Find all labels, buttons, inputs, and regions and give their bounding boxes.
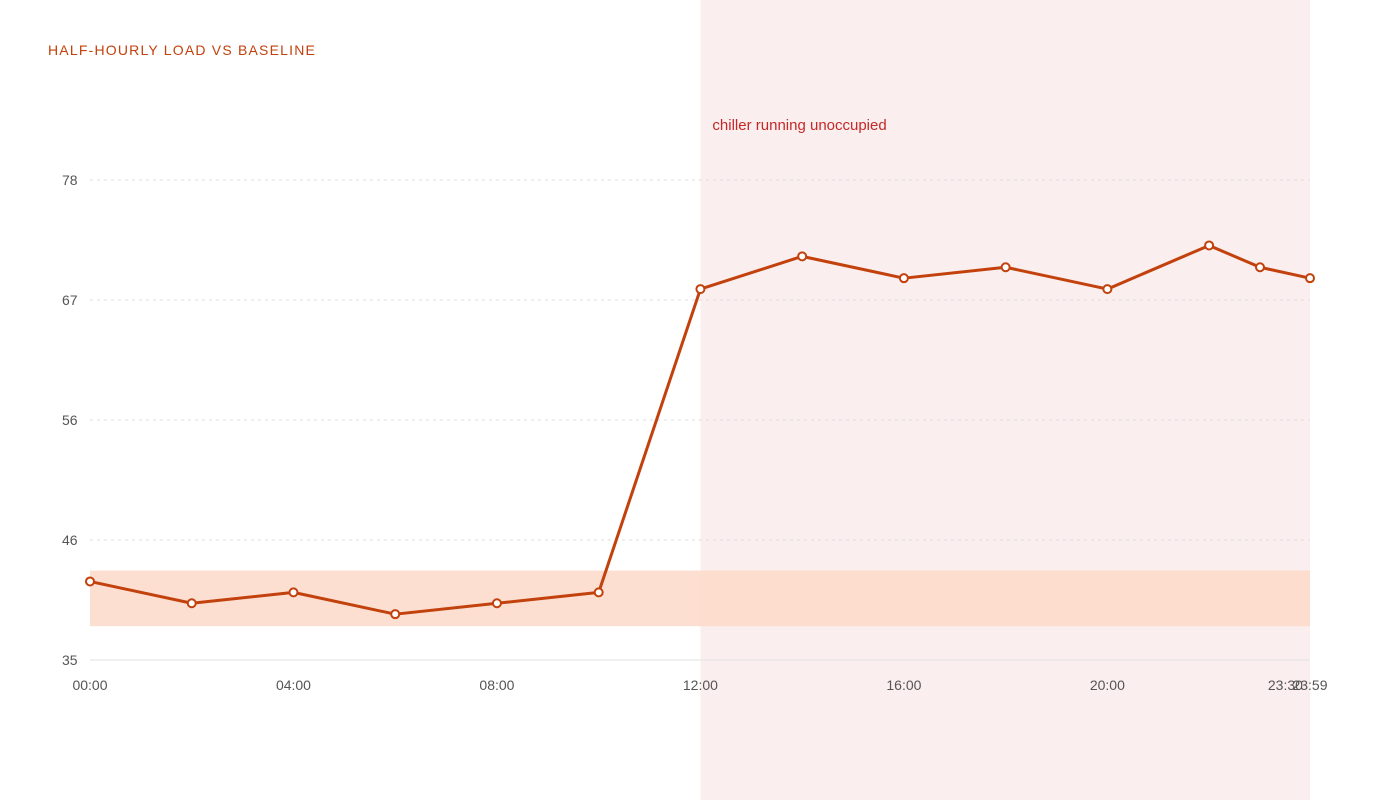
- data-point: [898, 273, 909, 284]
- x-tick-label: 23:59: [1292, 677, 1327, 693]
- data-point: [797, 251, 808, 262]
- x-tick-label: 00:00: [72, 677, 107, 693]
- data-point: [85, 576, 95, 587]
- chart-title: HALF-HOURLY LOAD VS BASELINE: [48, 42, 317, 58]
- y-tick-label: 46: [62, 532, 78, 548]
- y-tick-label: 78: [62, 172, 78, 188]
- data-point: [1102, 284, 1113, 295]
- data-point: [390, 609, 401, 620]
- series-line: [88, 243, 1312, 616]
- data-point: [1305, 273, 1315, 284]
- annotation-label: chiller running unoccupied: [712, 117, 886, 134]
- data-point: [593, 587, 604, 598]
- data-point: [1204, 240, 1215, 251]
- baseline-band: [90, 570, 1310, 627]
- x-tick-label: 12:00: [683, 677, 718, 693]
- x-tick-label: 20:00: [1090, 677, 1125, 693]
- x-tick-label: 16:00: [886, 677, 921, 693]
- y-tick-label: 67: [62, 292, 78, 308]
- x-tick-label: 23:30: [1268, 677, 1303, 693]
- data-point: [695, 284, 706, 295]
- x-tick-label: 08:00: [479, 677, 514, 693]
- highlight-region: [700, 0, 1310, 800]
- y-tick-label: 56: [62, 412, 78, 428]
- data-point: [186, 598, 197, 609]
- data-point: [1000, 262, 1011, 273]
- data-point: [1254, 262, 1265, 273]
- data-point: [491, 598, 502, 609]
- y-tick-label: 35: [62, 652, 78, 668]
- data-point: [288, 587, 299, 598]
- x-tick-label: 04:00: [276, 677, 311, 693]
